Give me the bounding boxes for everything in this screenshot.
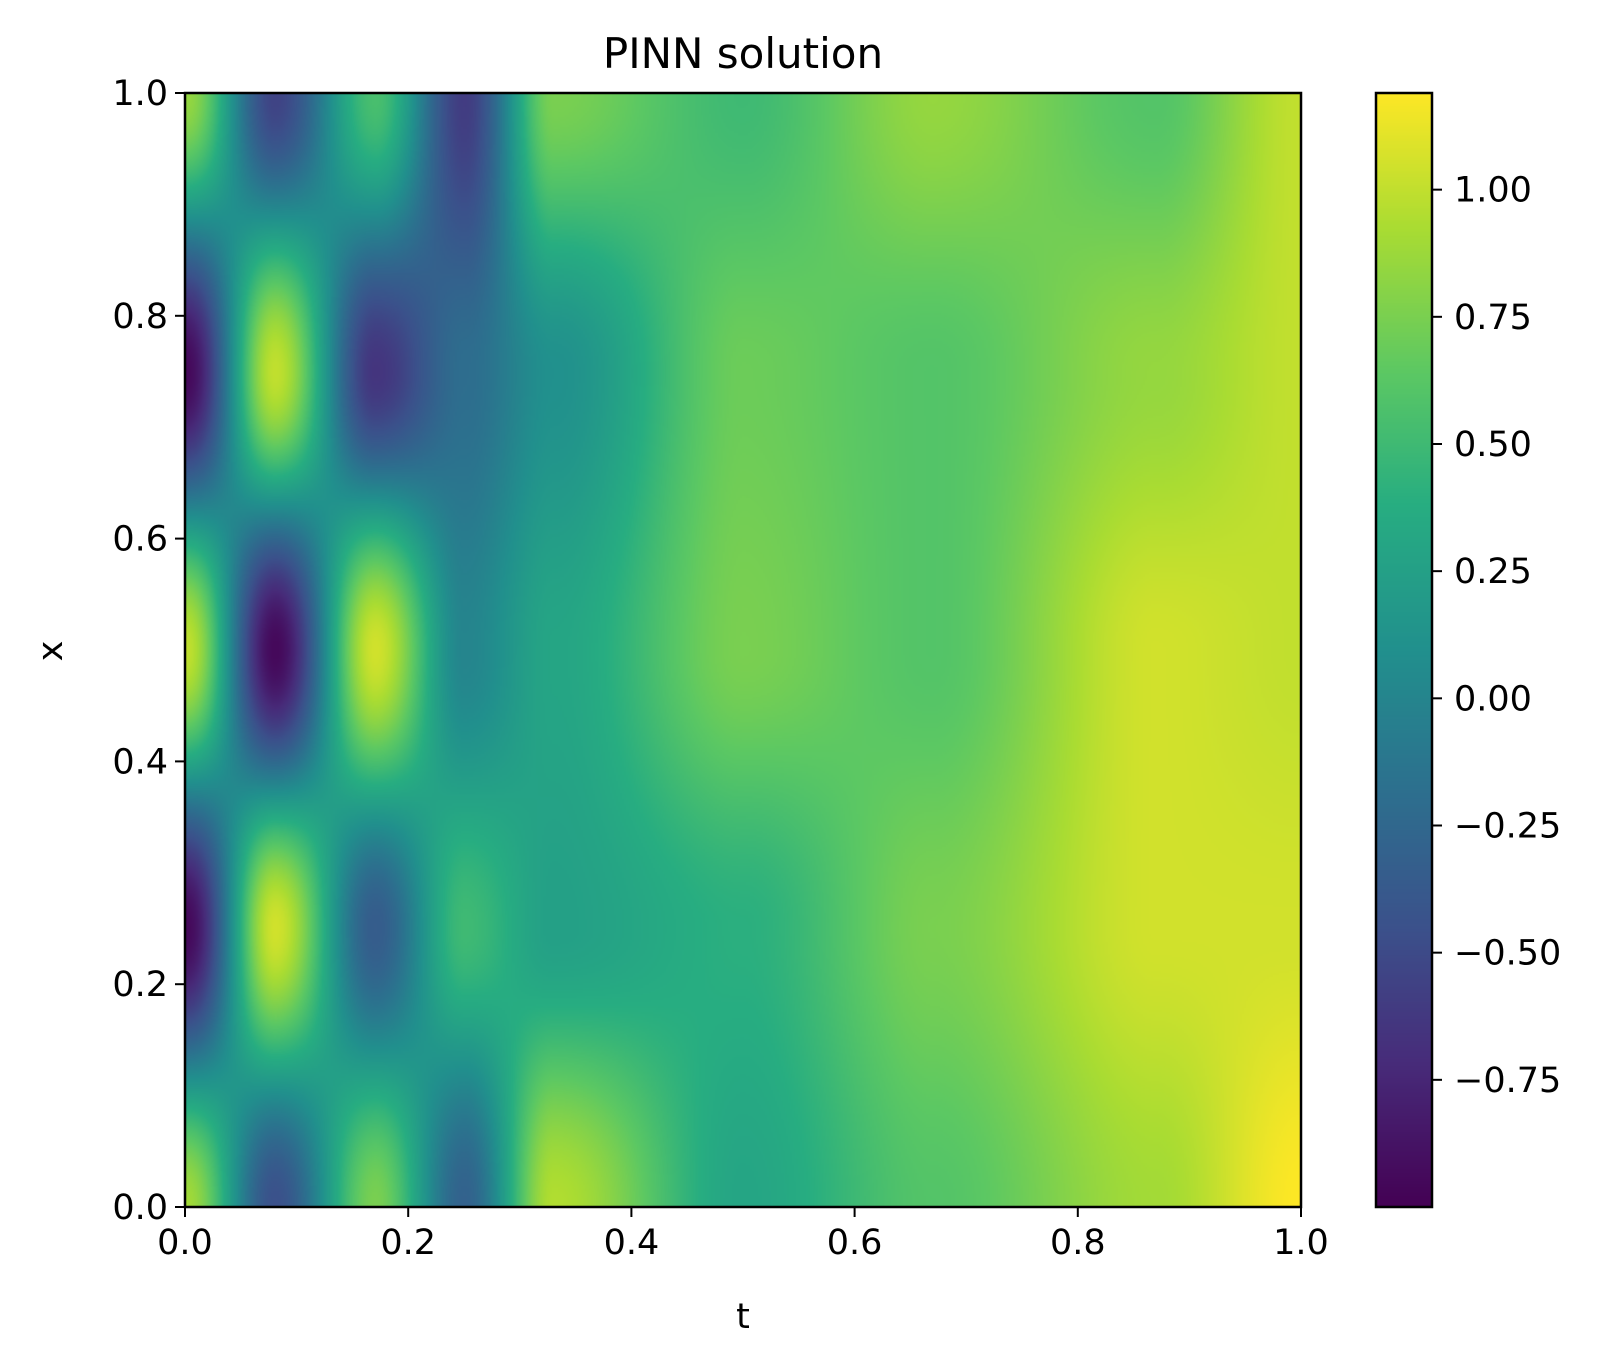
chart-title: PINN solution xyxy=(603,29,883,78)
y-tick-label: 0.2 xyxy=(112,965,168,1005)
plot-frame xyxy=(183,91,1303,1209)
colorbar-tick-label: −0.25 xyxy=(1454,806,1561,846)
x-axis-ticks: 0.0 0.2 0.4 0.6 0.8 1.0 xyxy=(157,1207,1329,1263)
colorbar-tick-label: 1.00 xyxy=(1454,171,1532,211)
colorbar-tick-label: 0.25 xyxy=(1454,552,1532,592)
y-tick-label: 0.6 xyxy=(112,520,168,560)
y-axis-ticks: 0.0 0.2 0.4 0.6 0.8 1.0 xyxy=(112,74,185,1228)
y-tick-label: 1.0 xyxy=(112,74,168,114)
y-tick-label: 0.4 xyxy=(112,742,168,782)
x-tick-label: 0.6 xyxy=(827,1223,883,1263)
x-tick-label: 0.2 xyxy=(380,1223,436,1263)
colorbar-tick-label: 0.00 xyxy=(1454,679,1532,719)
x-axis-label: t xyxy=(736,1297,750,1337)
colorbar-tick-label: 0.75 xyxy=(1454,298,1532,338)
heatmap-image xyxy=(185,93,1301,1207)
colorbar-frame xyxy=(1374,91,1434,1209)
colorbar-tick-label: 0.50 xyxy=(1454,425,1532,465)
colorbar-ticks: 1.00 0.75 0.50 0.25 0.00 −0.25 −0.50 −0.75 xyxy=(1432,171,1561,1101)
y-tick-label: 0.8 xyxy=(112,297,168,337)
x-tick-label: 0.0 xyxy=(157,1223,213,1263)
x-tick-label: 0.8 xyxy=(1050,1223,1106,1263)
x-tick-label: 0.4 xyxy=(604,1223,660,1263)
colorbar-tick-label: −0.75 xyxy=(1454,1061,1561,1101)
y-tick-label: 0.0 xyxy=(112,1188,168,1228)
colorbar-gradient xyxy=(1376,93,1432,1207)
y-axis-label: x xyxy=(31,641,71,662)
colorbar-tick-label: −0.50 xyxy=(1454,934,1561,974)
x-tick-label: 1.0 xyxy=(1273,1223,1329,1263)
